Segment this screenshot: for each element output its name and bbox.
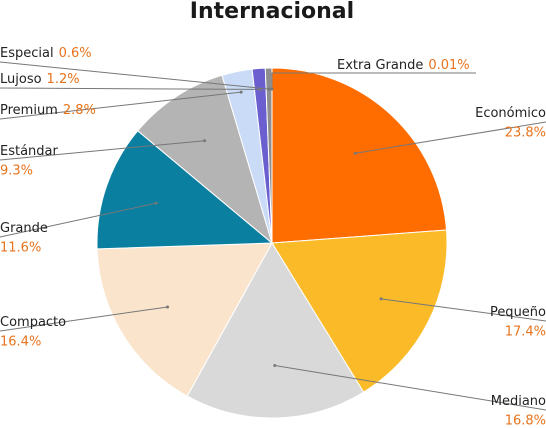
category-label: Estándar [0,144,59,159]
pie-slice [271,67,448,244]
leader-dot [166,305,170,309]
pie-slice [96,130,274,250]
leader-line [0,140,205,161]
slice-label: Premium 2.8% [0,103,96,118]
category-label: Pequeño [490,305,546,320]
category-label: Extra Grande [337,58,423,73]
leader-dot [379,297,383,301]
category-label: Lujoso [0,72,42,87]
leader-dot [239,90,243,94]
slice-label: Mediano [491,394,546,409]
value-label: 11.6% [0,241,41,256]
leader-dot [270,87,274,91]
category-label: Premium [0,103,58,118]
leader-line [274,364,546,411]
leader-dot [273,363,277,367]
leader-dot [353,151,357,155]
pie-slice [186,242,365,419]
slice-label: Grande [0,221,48,236]
chart-title: Internacional [190,0,354,24]
leader-line [271,72,476,90]
slice-label: Económico [475,106,546,121]
slice-label: Lujoso 1.2% [0,72,80,87]
leader-dot [203,139,207,143]
category-label: Compacto [0,315,66,330]
value-label: 0.6% [59,46,92,61]
slice-label: Extra Grande 0.01% [337,58,470,73]
value-label: 1.2% [47,72,80,87]
value-label: 2.8% [63,103,96,118]
slice-label: Estándar [0,144,59,159]
value-label: 23.8% [505,126,546,141]
pie-slice [264,67,273,244]
category-label: Mediano [491,394,546,409]
pie-slice [96,242,273,397]
value-label: 9.3% [0,164,33,179]
leader-dot [154,201,158,205]
category-label: Económico [475,106,546,121]
leader-line [0,61,270,90]
leader-line [355,121,546,154]
value-label: 17.4% [505,325,546,340]
pie-slice [137,74,273,245]
leader-line [0,87,261,90]
value-label: 16.4% [0,335,41,350]
value-label: 0.01% [428,58,469,73]
leader-dot [267,87,271,91]
leader-line [380,298,546,322]
slice-label: Pequeño [490,305,546,320]
slice-label: Especial 0.6% [0,46,92,61]
slice-label: Compacto [0,315,66,330]
category-label: Grande [0,221,48,236]
leader-line [0,306,168,332]
leader-line [0,202,157,238]
value-label: 16.8% [505,414,546,428]
leader-line [0,91,242,120]
category-label: Especial [0,46,54,61]
